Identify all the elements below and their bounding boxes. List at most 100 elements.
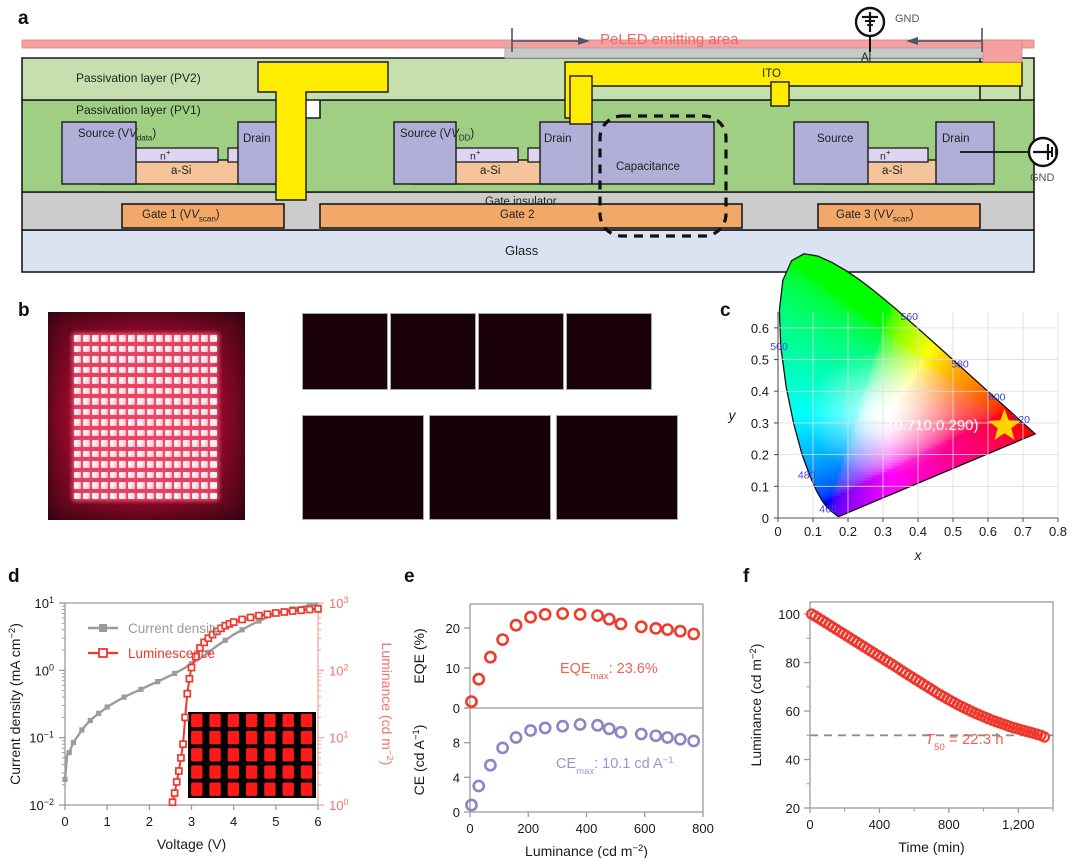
array-pixel [164, 450, 172, 458]
array-pixel [191, 345, 199, 353]
array-pixel [83, 492, 91, 500]
array-pixel [209, 440, 217, 447]
gate-3 [817, 203, 981, 229]
array-pixel [164, 408, 172, 416]
panel-d-jvl-plot: d 0 1 2 3 4 5 6 Voltage (V) 10−2 10−1 100 101 100 101… [0, 560, 400, 858]
source-1-end: ) [152, 128, 157, 140]
panel-e-letter: e [404, 566, 415, 587]
array-pixel [110, 356, 118, 363]
array-pixel [200, 450, 208, 458]
array-pixel [137, 408, 145, 416]
array-pixel [110, 471, 118, 479]
array-pixel [146, 345, 154, 353]
array-pixel [200, 482, 208, 489]
char-photo-2 [478, 313, 564, 390]
array-pixel [191, 398, 199, 405]
panel-c-letter: c [720, 300, 731, 321]
array-pixel [146, 429, 154, 437]
array-pixel [137, 377, 145, 384]
array-pixel [101, 419, 109, 426]
array-pixel [119, 408, 127, 416]
gate-3-end: ) [909, 209, 914, 221]
array-pixel [173, 408, 181, 416]
gate-1-end: ) [215, 209, 220, 221]
array-pixel [155, 408, 163, 416]
array-pixel [191, 356, 199, 363]
array-pixel [173, 377, 181, 384]
drain-3 [935, 121, 995, 185]
array-pixel [155, 387, 163, 395]
n-plus-text-3: n [880, 150, 886, 163]
ito-via-mid [569, 75, 593, 125]
array-pixel [110, 492, 118, 500]
array-pixel [164, 398, 172, 405]
device-cross-section-svg [21, 6, 1059, 273]
array-pixel [155, 335, 163, 342]
array-pixel [119, 345, 127, 353]
gate-1-sub: scan [198, 214, 216, 224]
n-plus-label-1: n+ [160, 148, 171, 163]
array-pixel [182, 387, 190, 395]
drain-3-label: Drain [942, 133, 970, 145]
array-pixel [101, 377, 109, 384]
source-3 [793, 121, 869, 185]
array-pixel [191, 440, 199, 447]
source-2-label: Source (VVDD) [400, 128, 475, 143]
array-pixel [137, 482, 145, 489]
source-3-label: Source [817, 133, 854, 145]
array-pixel [200, 345, 208, 353]
array-pixel [191, 450, 199, 458]
array-pixel [110, 440, 118, 447]
array-pixel [191, 419, 199, 426]
array-pixel [200, 335, 208, 342]
array-pixel [182, 429, 190, 437]
array-pixel [74, 387, 82, 395]
drain-2 [539, 121, 593, 185]
array-pixel [173, 398, 181, 405]
array-pixel [209, 387, 217, 395]
gnd-symbol-top [854, 6, 886, 52]
glass-layer [21, 229, 1035, 273]
array-pixel [101, 461, 109, 468]
array-pixel [173, 492, 181, 500]
glass-label: Glass [505, 243, 539, 258]
array-pixel [200, 387, 208, 395]
array-pixel [92, 335, 100, 342]
array-pixel [146, 377, 154, 384]
n-plus-sup-3: + [885, 148, 891, 157]
array-pixel [173, 366, 181, 374]
array-pixel [74, 461, 82, 468]
array-pixel [110, 398, 118, 405]
array-pixel [74, 440, 82, 447]
array-pixel [119, 492, 127, 500]
array-pixel [173, 387, 181, 395]
array-pixel [200, 366, 208, 374]
array-pixel [191, 377, 199, 384]
array-pixel [137, 356, 145, 363]
array-pixel [101, 366, 109, 374]
array-pixel [182, 440, 190, 447]
pv1-label: Passivation layer (PV1) [76, 103, 201, 117]
gnd-right-label: GND [1030, 172, 1055, 184]
array-pixel [137, 335, 145, 342]
array-pixel [83, 377, 91, 384]
array-pixel [92, 429, 100, 437]
drain-2-label: Drain [544, 133, 572, 145]
array-pixel [92, 398, 100, 405]
array-pixel [92, 492, 100, 500]
array-pixel [173, 471, 181, 479]
array-pixel [209, 398, 217, 405]
array-pixel [110, 419, 118, 426]
a-si-label-2: a-Si [480, 165, 501, 177]
panel-f-lifetime-plot: f 20 40 60 80 100 0 400 800 1,200 Time (min) Lumin… [735, 560, 1080, 858]
panel-a-letter: a [18, 8, 29, 29]
array-pixel [110, 450, 118, 458]
array-pixel [110, 387, 118, 395]
al-label: Al [861, 52, 872, 64]
array-pixel [92, 471, 100, 479]
array-pixel [155, 482, 163, 489]
array-pixel [164, 492, 172, 500]
array-pixel [101, 398, 109, 405]
letter-photo-1 [429, 415, 551, 520]
array-pixel [83, 387, 91, 395]
